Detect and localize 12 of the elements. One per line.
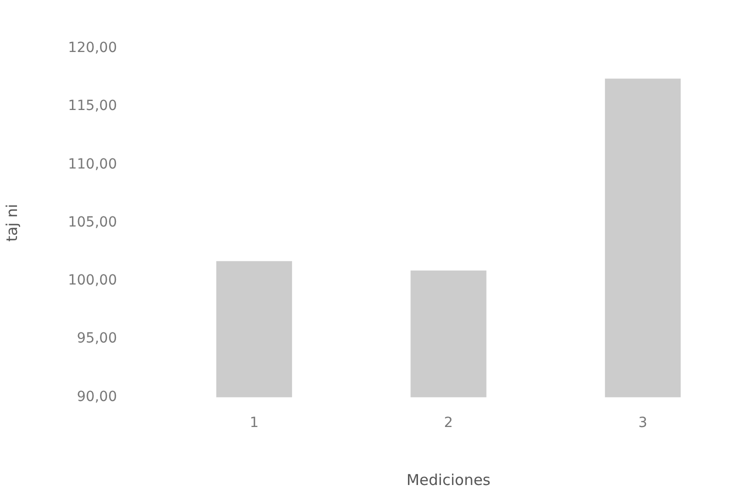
x-tick-label: 3 bbox=[638, 415, 648, 432]
y-tick-label: 105,00 bbox=[68, 214, 117, 230]
y-tick-label: 90,00 bbox=[76, 388, 117, 405]
y-tick-label: 115,00 bbox=[68, 98, 117, 114]
y-tick-label: 120,00 bbox=[68, 40, 117, 56]
y-axis-title: taj ni bbox=[2, 204, 21, 242]
x-axis-title: Mediciones bbox=[406, 470, 491, 489]
y-tick-label: 95,00 bbox=[76, 330, 117, 347]
y-tick-label: 110,00 bbox=[68, 156, 117, 172]
x-tick-label: 1 bbox=[250, 415, 259, 432]
x-tick-label: 2 bbox=[444, 415, 453, 432]
y-tick-label: 100,00 bbox=[68, 272, 117, 289]
